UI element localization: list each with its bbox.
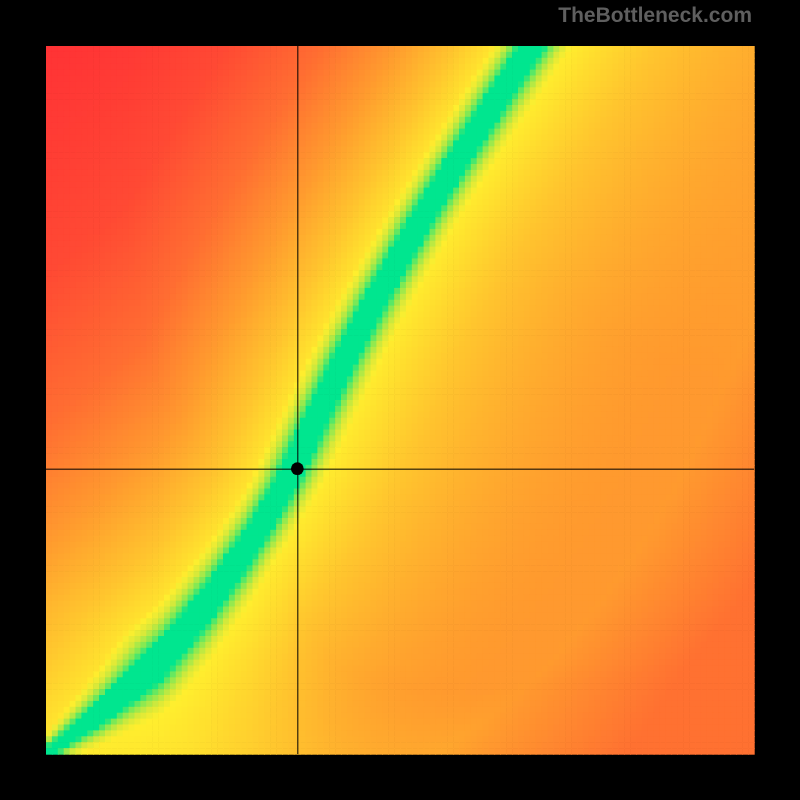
bottleneck-heatmap [0,0,800,800]
chart-container: TheBottleneck.com [0,0,800,800]
attribution-text: TheBottleneck.com [558,4,752,28]
